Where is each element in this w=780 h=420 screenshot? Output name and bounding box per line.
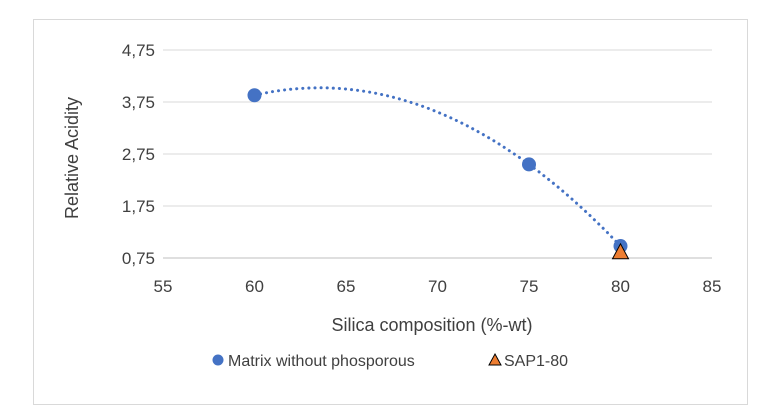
legend: Matrix without phosporous SAP1-80 [212, 352, 568, 370]
x-tick-label-1: 60 [245, 277, 264, 296]
legend-label-sap1-80: SAP1-80 [504, 353, 568, 370]
y-tick-label-2: 2,75 [122, 145, 155, 164]
x-tick-label-5: 80 [611, 277, 630, 296]
legend-marker-matrix [212, 354, 224, 366]
data-point-sap1-80-0 [611, 242, 630, 260]
x-axis-title: Silica composition (%-wt) [331, 315, 532, 335]
x-tick-label-2: 65 [337, 277, 356, 296]
data-point-matrix-0 [247, 88, 262, 103]
x-tick-label-4: 75 [520, 277, 539, 296]
legend-label-matrix: Matrix without phosporous [228, 353, 415, 370]
x-tick-label-0: 55 [154, 277, 173, 296]
y-tick-label-1: 1,75 [122, 197, 155, 216]
y-tick-label-4: 4,75 [122, 41, 155, 60]
marker-layer [247, 88, 630, 260]
chart-frame [33, 19, 748, 405]
gridlines [163, 49, 712, 259]
y-axis-title: Relative Acidity [62, 97, 82, 219]
y-tick-label-3: 3,75 [122, 93, 155, 112]
trendline-matrix [253, 86, 622, 248]
legend-marker-sap1-80 [488, 352, 502, 366]
x-tick-label-3: 70 [428, 277, 447, 296]
tick-labels: 0,75 1,75 2,75 3,75 4,75 55 60 65 70 75 80 85 [122, 41, 722, 296]
x-tick-label-6: 85 [703, 277, 722, 296]
data-point-matrix-1 [522, 157, 536, 172]
y-tick-label-0: 0,75 [122, 249, 155, 268]
trendline-layer [253, 86, 622, 248]
